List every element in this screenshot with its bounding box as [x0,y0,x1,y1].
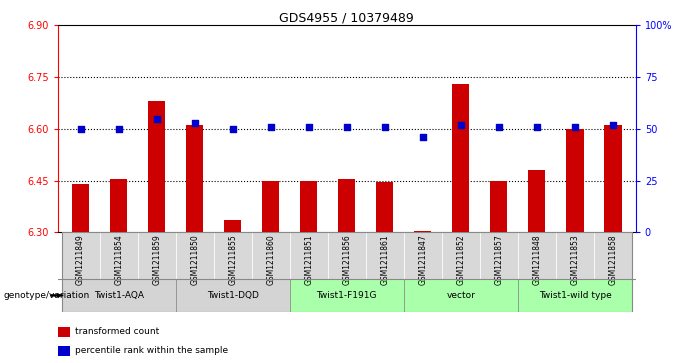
Bar [148,101,165,232]
Bar [175,279,290,312]
Bar [566,129,583,232]
Text: Twist1-AQA: Twist1-AQA [94,291,143,300]
Text: vector: vector [447,291,475,300]
Text: genotype/variation: genotype/variation [3,291,90,300]
Text: GSM1211860: GSM1211860 [267,234,275,285]
Point [456,122,466,128]
Text: GSM1211854: GSM1211854 [114,234,123,285]
Bar [224,220,241,232]
Point [570,124,581,130]
Bar [214,232,252,279]
Text: Twist1-DQD: Twist1-DQD [207,291,258,300]
Text: GSM1211861: GSM1211861 [380,234,390,285]
Bar [262,180,279,232]
Point [113,126,124,132]
Bar [62,232,100,279]
Text: GSM1211848: GSM1211848 [532,234,541,285]
Text: GSM1211859: GSM1211859 [152,234,161,285]
Bar [528,170,545,232]
Text: percentile rank within the sample: percentile rank within the sample [75,346,228,355]
Point [265,124,276,130]
Text: GSM1211850: GSM1211850 [190,234,199,285]
Title: GDS4955 / 10379489: GDS4955 / 10379489 [279,11,414,24]
Bar [137,232,175,279]
Text: GSM1211855: GSM1211855 [228,234,237,285]
Bar [414,231,431,232]
Bar [338,179,356,232]
Point [379,124,390,130]
Bar [62,279,175,312]
Bar [366,232,404,279]
Point [341,124,352,130]
Text: GSM1211853: GSM1211853 [571,234,579,285]
Text: GSM1211847: GSM1211847 [418,234,427,285]
Bar [480,232,518,279]
Bar [328,232,366,279]
Point [151,115,162,121]
Bar [556,232,594,279]
Text: GSM1211856: GSM1211856 [342,234,352,285]
Bar [518,232,556,279]
Bar [442,232,480,279]
Bar [300,180,318,232]
Bar [252,232,290,279]
Text: Twist1-F191G: Twist1-F191G [317,291,377,300]
Text: GSM1211849: GSM1211849 [76,234,85,285]
Bar [72,184,89,232]
Point [532,124,543,130]
Text: GSM1211857: GSM1211857 [494,234,503,285]
Bar [490,180,507,232]
Point [418,134,428,140]
Point [607,122,618,128]
Text: GSM1211851: GSM1211851 [304,234,313,285]
Bar [58,346,70,356]
Bar [452,84,469,232]
Bar [290,232,328,279]
Point [303,124,314,130]
Point [189,120,200,126]
Bar [110,179,127,232]
Bar [404,279,518,312]
Text: transformed count: transformed count [75,327,159,337]
Text: GSM1211858: GSM1211858 [609,234,617,285]
Point [494,124,505,130]
Bar [594,232,632,279]
Text: Twist1-wild type: Twist1-wild type [539,291,611,300]
Point [227,126,238,132]
Bar [100,232,137,279]
Bar [175,232,214,279]
Bar [290,279,404,312]
Bar [605,125,622,232]
Point [75,126,86,132]
Bar [518,279,632,312]
Bar [58,327,70,337]
Bar [186,125,203,232]
Text: GSM1211852: GSM1211852 [456,234,465,285]
Bar [376,182,394,232]
Bar [404,232,442,279]
